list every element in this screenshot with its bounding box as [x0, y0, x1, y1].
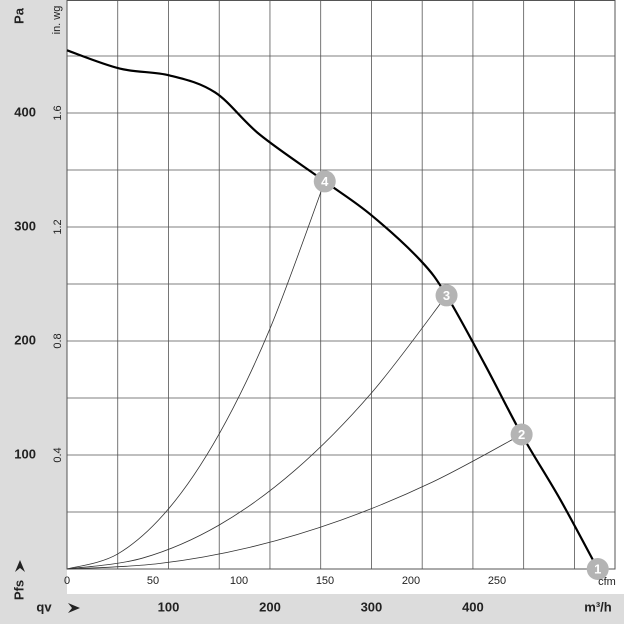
x-tick-label: 100: [158, 599, 180, 614]
y2-tick-label: 0.4: [52, 447, 64, 462]
y-symbol: Pfs: [11, 580, 26, 600]
x2-tick-label: 150: [316, 575, 334, 587]
bottom-band: [0, 594, 624, 624]
plot-frame: [66, 0, 616, 570]
x2-tick-label: 50: [147, 575, 159, 587]
x2-tick-label: 200: [402, 575, 420, 587]
y2-tick-label: 0.8: [52, 333, 64, 348]
x-tick-label: 200: [259, 599, 281, 614]
y2-tick-label: 1.6: [52, 105, 64, 120]
y-tick-label: 300: [14, 218, 36, 233]
x-tick-label: 400: [462, 599, 484, 614]
operating-point-label: 4: [321, 174, 329, 189]
operating-point-label: 1: [594, 561, 601, 576]
y2-label: in. wg: [51, 6, 63, 35]
curve: [66, 434, 522, 570]
y-arrow: [15, 560, 25, 572]
y-tick-label: 400: [14, 104, 36, 119]
operating-point: [313, 170, 336, 193]
x2-tick-label: 100: [230, 575, 248, 587]
left-band: [0, 0, 67, 594]
x-tick-label: 300: [361, 599, 383, 614]
x-arrow: [68, 603, 80, 613]
x2-tick-label: 250: [488, 575, 506, 587]
x-symbol: qv: [36, 599, 52, 614]
x-label: m³/h: [584, 599, 612, 614]
x2-label: cfm: [598, 576, 616, 588]
x2-tick-label: 0: [64, 575, 70, 587]
curve: [66, 181, 326, 570]
operating-point: [435, 284, 458, 307]
operating-point: [510, 423, 533, 446]
y-tick-label: 200: [14, 332, 36, 347]
y-tick-label: 100: [14, 446, 36, 461]
operating-point-label: 2: [518, 427, 525, 442]
curve: [66, 295, 447, 570]
operating-point: [586, 558, 609, 580]
operating-point-label: 3: [443, 288, 450, 303]
y-label: Pa: [11, 7, 26, 24]
y2-tick-label: 1.2: [52, 219, 64, 234]
